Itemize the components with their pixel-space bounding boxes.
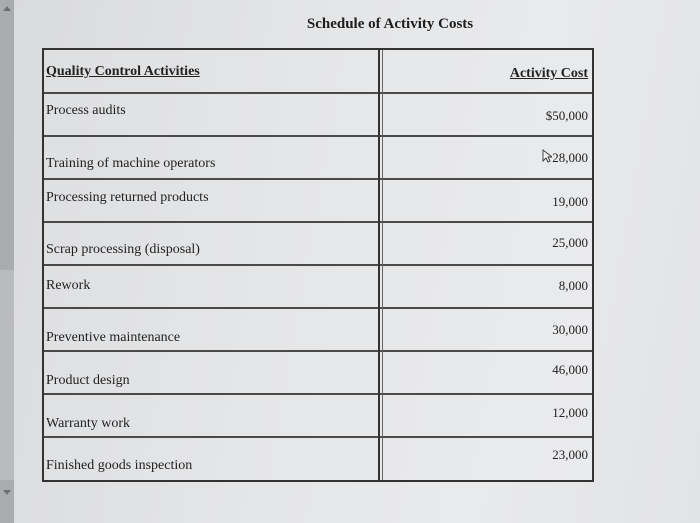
activity-cost-table: Quality Control Activities Activity Cost… — [42, 48, 594, 482]
table-row: Finished goods inspection 23,000 — [44, 438, 592, 480]
row-cost: 8,000 — [558, 278, 588, 293]
row-activity: Training of machine operators — [46, 156, 216, 171]
row-activity: Process audits — [46, 103, 126, 118]
table-row: Warranty work 12,000 — [44, 395, 592, 438]
table-row: Preventive maintenance 30,000 — [44, 309, 592, 352]
row-cost-cell: 28,000 — [542, 149, 588, 166]
column-divider-inner — [382, 50, 383, 480]
page-title: Schedule of Activity Costs — [306, 16, 474, 32]
table-row: Process audits $50,000 — [44, 94, 592, 137]
table-row: Product design 46,000 — [44, 352, 592, 395]
row-cost: 28,000 — [552, 150, 588, 165]
table-row: Rework 8,000 — [44, 266, 592, 309]
mouse-pointer-icon — [542, 149, 553, 163]
row-activity: Processing returned products — [46, 190, 209, 205]
row-cost: 12,000 — [552, 405, 588, 420]
table-row: Processing returned products 19,000 — [44, 180, 592, 223]
scroll-down-icon[interactable] — [3, 490, 11, 495]
table-header-row: Quality Control Activities Activity Cost — [44, 50, 592, 94]
scroll-up-icon[interactable] — [3, 6, 11, 11]
row-activity: Finished goods inspection — [46, 458, 193, 473]
row-cost: 30,000 — [552, 322, 588, 337]
row-activity: Warranty work — [46, 416, 131, 431]
row-activity: Product design — [46, 373, 130, 388]
scrollbar-thumb[interactable] — [0, 270, 14, 480]
table-row: Scrap processing (disposal) 25,000 — [44, 223, 592, 266]
row-activity: Rework — [46, 278, 91, 293]
header-activity: Quality Control Activities — [46, 64, 200, 79]
row-cost: 19,000 — [552, 194, 588, 209]
row-cost: $50,000 — [545, 108, 588, 123]
table-row: Training of machine operators 28,000 — [44, 137, 592, 180]
row-cost: 46,000 — [552, 362, 588, 377]
column-divider — [378, 50, 380, 480]
row-cost: 25,000 — [552, 235, 588, 250]
row-activity: Scrap processing (disposal) — [46, 242, 200, 257]
header-cost: Activity Cost — [509, 66, 588, 81]
scrollbar[interactable] — [0, 0, 14, 523]
row-cost: 23,000 — [552, 447, 588, 462]
row-activity: Preventive maintenance — [46, 330, 181, 345]
